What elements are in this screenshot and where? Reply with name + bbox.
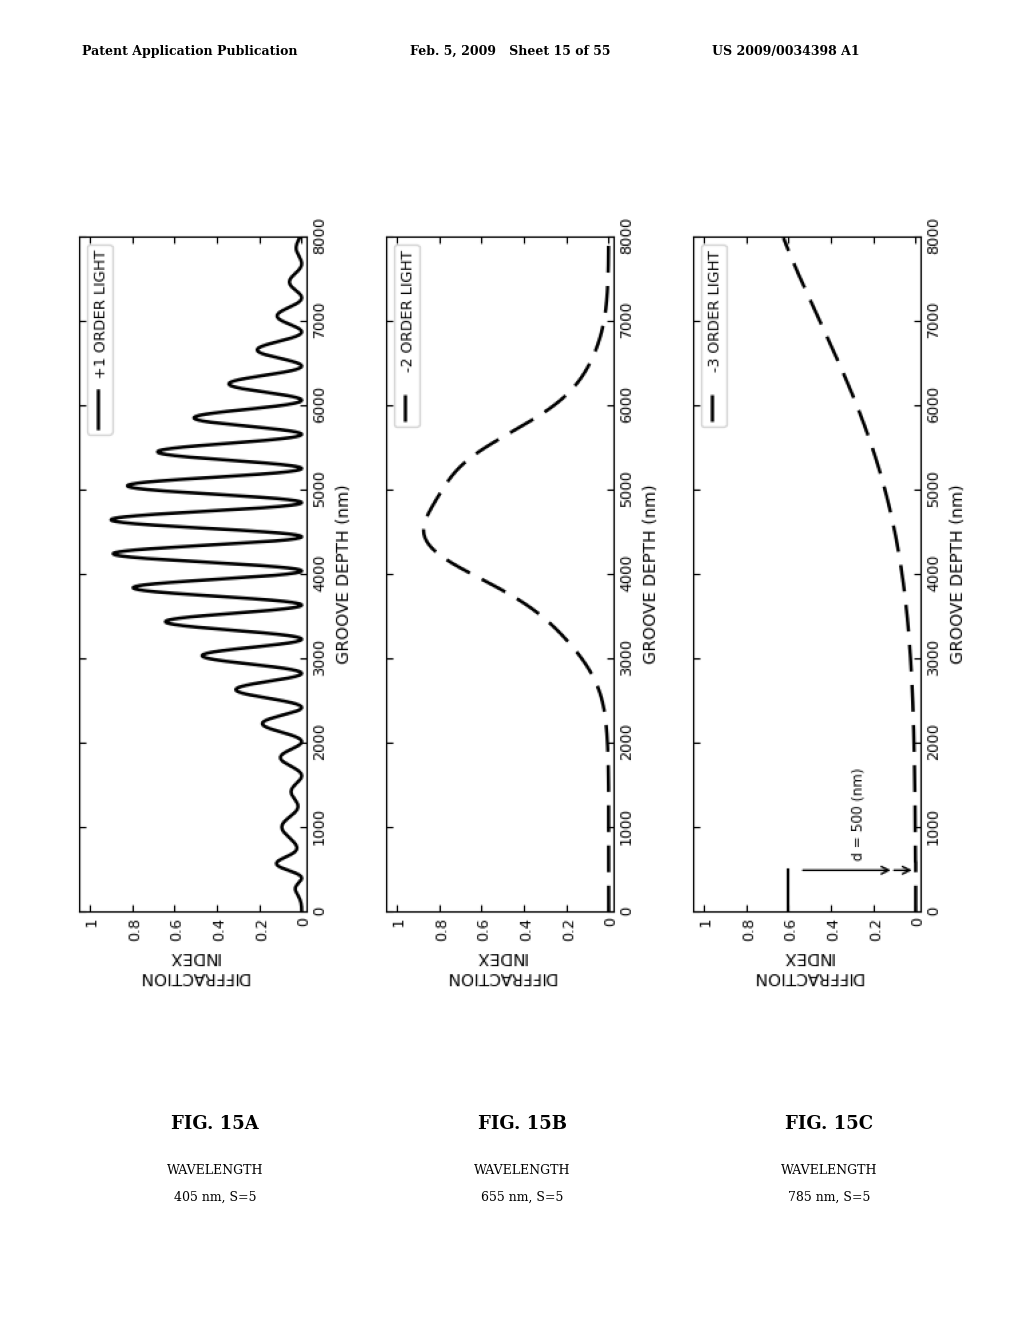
Text: 405 nm, S=5: 405 nm, S=5 — [174, 1191, 256, 1204]
Text: FIG. 15B: FIG. 15B — [478, 1115, 566, 1134]
Text: Patent Application Publication: Patent Application Publication — [82, 45, 297, 58]
Text: US 2009/0034398 A1: US 2009/0034398 A1 — [712, 45, 859, 58]
Text: Feb. 5, 2009   Sheet 15 of 55: Feb. 5, 2009 Sheet 15 of 55 — [410, 45, 610, 58]
Text: 785 nm, S=5: 785 nm, S=5 — [788, 1191, 870, 1204]
Text: WAVELENGTH: WAVELENGTH — [167, 1164, 263, 1177]
Text: FIG. 15A: FIG. 15A — [171, 1115, 259, 1134]
Text: 655 nm, S=5: 655 nm, S=5 — [481, 1191, 563, 1204]
Text: WAVELENGTH: WAVELENGTH — [781, 1164, 878, 1177]
Text: WAVELENGTH: WAVELENGTH — [474, 1164, 570, 1177]
Text: FIG. 15C: FIG. 15C — [785, 1115, 873, 1134]
